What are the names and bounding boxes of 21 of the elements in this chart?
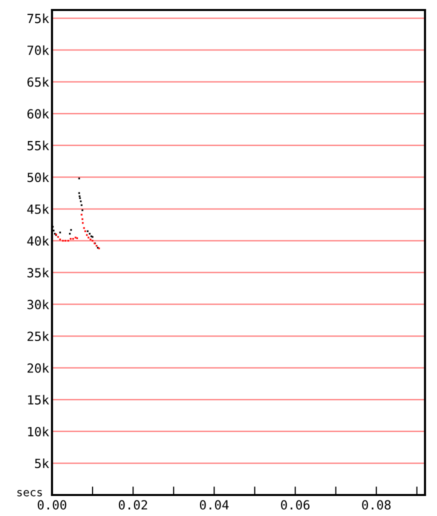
y-tick-label: 55k — [28, 140, 50, 150]
y-tick-label: 75k — [27, 14, 50, 24]
y-tick-label: 70k — [27, 45, 50, 56]
y-tick-label: 45k — [27, 204, 50, 214]
x-tick-label: 0.00 — [38, 500, 66, 510]
y-tick-label: 60k — [27, 108, 50, 119]
x-tick-label: 0.06 — [281, 500, 310, 510]
x-tick-label: 0.08 — [362, 500, 391, 510]
x-tick-label: 0.02 — [118, 500, 148, 510]
y-tick-label: 5k — [35, 458, 50, 468]
x-tick-label: 0.04 — [200, 500, 229, 510]
y-tick-label: 20k — [28, 363, 50, 373]
y-tick-label: 40k — [27, 236, 50, 246]
y-tick-label: 35k — [27, 268, 50, 278]
y-tick-label: 10k — [28, 426, 50, 436]
y-tick-label: 30k — [27, 300, 50, 310]
y-tick-label: 25k — [28, 331, 50, 342]
y-tick-label: 65k — [27, 77, 50, 87]
y-tick-label: 15k — [28, 394, 50, 405]
y-tick-label: 50k — [28, 172, 50, 182]
x-axis-title: secs — [17, 490, 42, 496]
